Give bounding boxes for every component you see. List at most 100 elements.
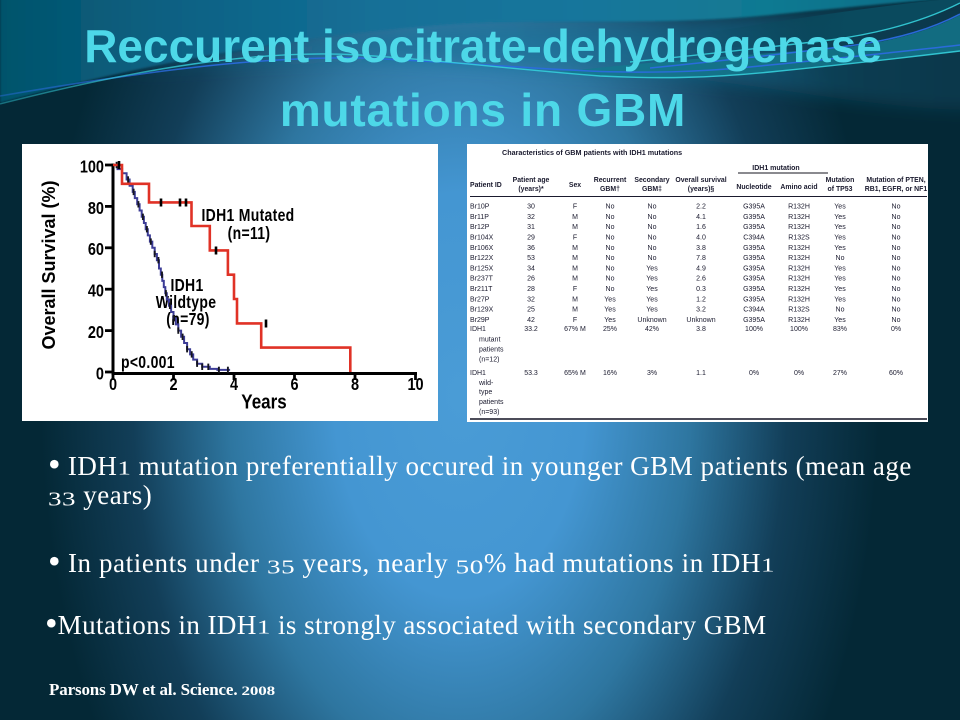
svg-text:3%: 3%: [647, 370, 657, 377]
svg-text:67% M: 67% M: [564, 326, 586, 333]
svg-text:F: F: [573, 317, 577, 324]
svg-text:Yes: Yes: [604, 307, 616, 314]
svg-text:G395A: G395A: [743, 286, 765, 293]
svg-text:No: No: [606, 224, 615, 231]
svg-text:No: No: [892, 317, 901, 324]
svg-text:3.8: 3.8: [696, 245, 706, 252]
svg-text:G395A: G395A: [743, 296, 765, 303]
svg-text:of TP53: of TP53: [828, 186, 853, 193]
svg-text:GBM†: GBM†: [600, 186, 620, 193]
svg-text:(years)§: (years)§: [688, 186, 715, 193]
svg-text:No: No: [606, 214, 615, 221]
svg-text:10: 10: [407, 375, 423, 395]
svg-text:7.8: 7.8: [696, 255, 706, 262]
svg-text:F: F: [573, 235, 577, 242]
svg-text:Yes: Yes: [646, 307, 658, 314]
svg-text:53: 53: [527, 255, 535, 262]
svg-text:Unknown: Unknown: [637, 317, 666, 324]
svg-text:2.6: 2.6: [696, 276, 706, 283]
svg-text:80: 80: [88, 198, 104, 218]
svg-text:No: No: [606, 276, 615, 283]
svg-text:34: 34: [527, 265, 535, 272]
svg-text:60: 60: [88, 240, 104, 260]
svg-text:No: No: [892, 255, 901, 262]
svg-text:R132S: R132S: [788, 235, 810, 242]
svg-text:0: 0: [109, 375, 117, 395]
svg-text:3.8: 3.8: [696, 326, 706, 333]
svg-text:31: 31: [527, 224, 535, 231]
svg-text:R132H: R132H: [788, 276, 810, 283]
svg-text:R132H: R132H: [788, 224, 810, 231]
svg-text:No: No: [892, 224, 901, 231]
svg-text:IDH1: IDH1: [470, 370, 486, 377]
svg-text:Sex: Sex: [569, 182, 581, 189]
svg-text:Yes: Yes: [834, 224, 846, 231]
svg-text:p<0.001: p<0.001: [121, 354, 175, 373]
svg-text:Br11P: Br11P: [470, 214, 489, 221]
svg-text:F: F: [573, 286, 577, 293]
svg-text:Br129X: Br129X: [470, 307, 494, 314]
svg-text:G395A: G395A: [743, 317, 765, 324]
svg-text:No: No: [892, 265, 901, 272]
svg-text:Yes: Yes: [834, 265, 846, 272]
svg-text:53.3: 53.3: [524, 370, 538, 377]
svg-text:No: No: [892, 235, 901, 242]
svg-text:Br211T: Br211T: [470, 286, 493, 293]
svg-text:60%: 60%: [889, 370, 903, 377]
svg-text:No: No: [892, 307, 901, 314]
svg-text:type: type: [479, 389, 492, 396]
svg-text:Yes: Yes: [604, 317, 616, 324]
svg-text:65% M: 65% M: [564, 370, 586, 377]
svg-text:Years: Years: [241, 391, 286, 414]
svg-text:Yes: Yes: [604, 296, 616, 303]
svg-text:G395A: G395A: [743, 245, 765, 252]
svg-text:32: 32: [527, 214, 535, 221]
svg-text:IDH1: IDH1: [470, 326, 486, 333]
svg-text:Yes: Yes: [646, 286, 658, 293]
svg-text:M: M: [572, 307, 578, 314]
svg-text:No: No: [892, 286, 901, 293]
svg-text:R132H: R132H: [788, 296, 810, 303]
svg-text:No: No: [892, 245, 901, 252]
svg-text:29: 29: [527, 235, 535, 242]
svg-text:Patient age: Patient age: [513, 177, 550, 184]
svg-text:20: 20: [88, 323, 104, 343]
svg-text:Nucleotide: Nucleotide: [736, 184, 771, 191]
svg-text:R132H: R132H: [788, 245, 810, 252]
svg-text:M: M: [572, 296, 578, 303]
svg-text:R132H: R132H: [788, 265, 810, 272]
svg-text:25%: 25%: [603, 326, 617, 333]
svg-text:Mutation of PTEN,: Mutation of PTEN,: [866, 177, 925, 184]
svg-text:No: No: [648, 235, 657, 242]
svg-text:16%: 16%: [603, 370, 617, 377]
svg-text:4.0: 4.0: [696, 235, 706, 242]
svg-text:Br122X: Br122X: [470, 255, 494, 262]
svg-text:4.9: 4.9: [696, 265, 706, 272]
svg-text:No: No: [606, 255, 615, 262]
svg-text:4.1: 4.1: [696, 214, 706, 221]
svg-text:No: No: [648, 224, 657, 231]
svg-text:Yes: Yes: [834, 214, 846, 221]
svg-text:No: No: [606, 204, 615, 211]
svg-text:R132H: R132H: [788, 255, 810, 262]
svg-text:0.3: 0.3: [696, 286, 706, 293]
svg-text:No: No: [836, 307, 845, 314]
svg-text:Secondary: Secondary: [634, 177, 669, 184]
svg-text:42: 42: [527, 317, 535, 324]
svg-text:26: 26: [527, 276, 535, 283]
svg-text:(n=11): (n=11): [228, 225, 271, 244]
svg-text:G395A: G395A: [743, 224, 765, 231]
svg-text:42%: 42%: [645, 326, 659, 333]
svg-text:No: No: [606, 286, 615, 293]
svg-text:36: 36: [527, 245, 535, 252]
svg-text:No: No: [648, 204, 657, 211]
svg-text:G395A: G395A: [743, 265, 765, 272]
svg-text:Mutation: Mutation: [826, 177, 855, 184]
svg-text:0%: 0%: [749, 370, 759, 377]
svg-text:(n=93): (n=93): [479, 409, 499, 416]
svg-text:Yes: Yes: [646, 296, 658, 303]
svg-text:No: No: [892, 276, 901, 283]
svg-text:0%: 0%: [794, 370, 804, 377]
svg-text:2: 2: [169, 375, 177, 395]
svg-text:No: No: [648, 255, 657, 262]
